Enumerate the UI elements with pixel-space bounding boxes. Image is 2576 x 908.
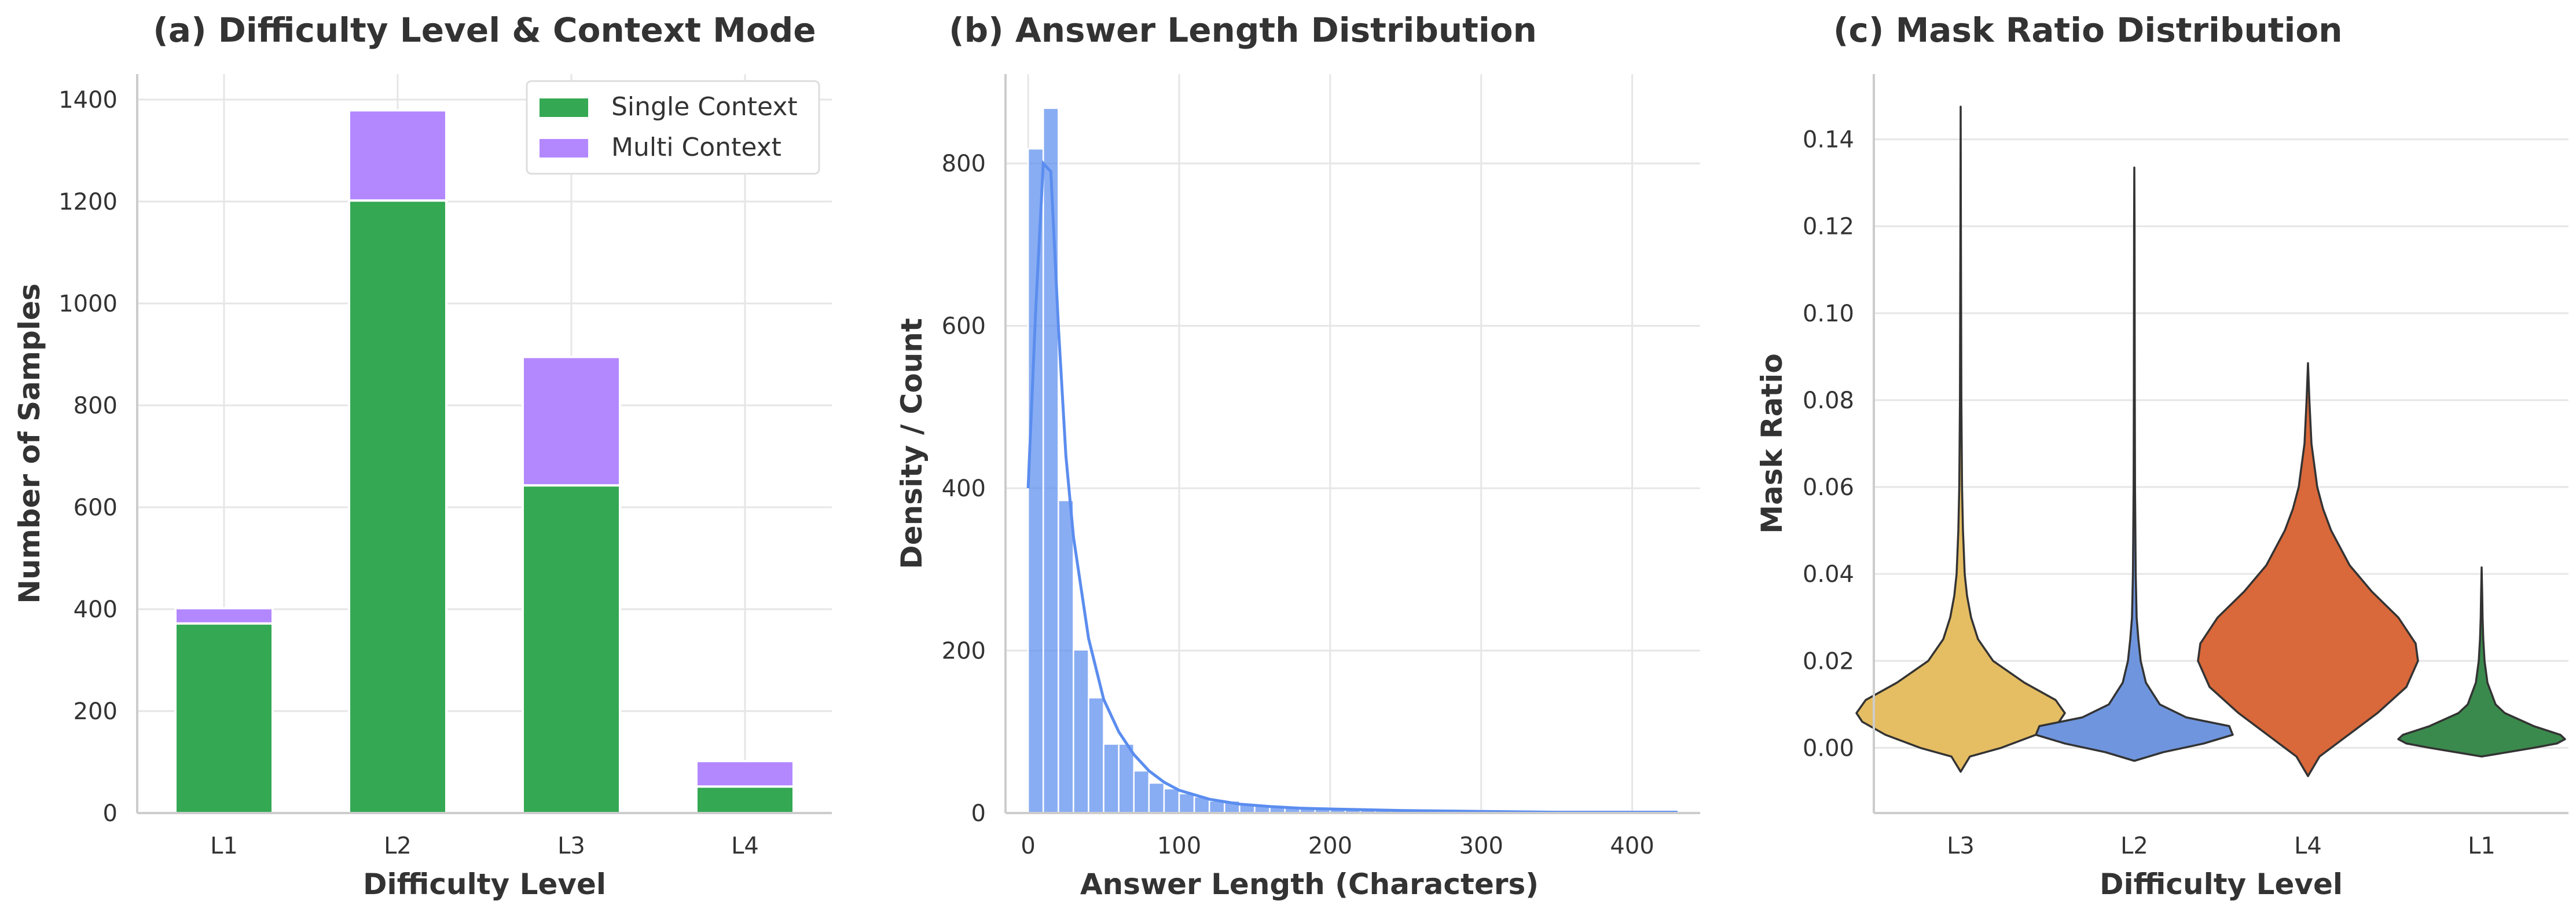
- bar-l4-single-context: [695, 785, 795, 814]
- x-tick-label: L1: [2468, 833, 2496, 859]
- x-tick-label: L4: [2294, 833, 2322, 859]
- y-tick-label: 600: [74, 495, 118, 521]
- histogram-bar: [1027, 148, 1044, 814]
- histogram-bar: [1178, 793, 1195, 814]
- x-axis-label: Difficulty Level: [2100, 867, 2343, 901]
- bar-l1-single-context: [174, 622, 274, 814]
- histogram-bar: [1073, 649, 1089, 814]
- y-tick-label: 200: [942, 638, 986, 665]
- histogram-bar: [1042, 107, 1059, 814]
- y-tick-label: 400: [74, 596, 118, 623]
- violin-l2: [2035, 166, 2234, 762]
- bar-l1-multi-context: [174, 607, 274, 625]
- x-tick-label: L2: [384, 833, 412, 859]
- legend: Single Context Multi Context: [526, 80, 820, 175]
- histogram-bar: [1118, 743, 1135, 814]
- bar-l2-single-context: [348, 199, 447, 814]
- y-tick-label: 0.10: [1803, 301, 1854, 327]
- violin-l4: [2197, 362, 2419, 777]
- x-axis-label: Answer Length (Characters): [1080, 867, 1539, 901]
- legend-label: Single Context: [611, 92, 798, 122]
- y-axis-label: Density / Count: [895, 318, 929, 569]
- panel-a-bar-chart: 0 200 400 600 800 1000 1200 1400 L1 L2 L3 L4 (a) Dif…: [13, 10, 832, 901]
- y-tick-label: 1400: [58, 87, 118, 114]
- histogram-bar: [1163, 788, 1180, 814]
- y-tick-label: 0: [103, 800, 118, 827]
- bar-l3-single-context: [522, 484, 621, 814]
- y-tick-label: 0.04: [1803, 561, 1854, 588]
- x-tick-label: 400: [1610, 833, 1654, 859]
- y-axis-label: Mask Ratio: [1755, 353, 1789, 534]
- panel-b-histogram: 0 200 400 600 800 0 100 200 300 400 (b) Answer Len…: [895, 10, 1700, 901]
- x-tick-label: 100: [1157, 833, 1201, 859]
- y-tick-label: 0.02: [1803, 648, 1854, 675]
- bar-l2-multi-context: [348, 109, 447, 202]
- bar-l3-multi-context: [522, 356, 621, 487]
- y-tick-label: 200: [74, 698, 118, 725]
- x-tick-label: 200: [1308, 833, 1352, 859]
- histogram-bar: [1058, 499, 1074, 814]
- panel-title: (a) Difficulty Level & Context Mode: [153, 10, 816, 50]
- legend-label: Multi Context: [611, 133, 781, 162]
- y-tick-label: 0.00: [1803, 735, 1854, 761]
- legend-swatch: [540, 139, 588, 158]
- y-tick-label: 1000: [58, 291, 118, 317]
- y-tick-label: 0.06: [1803, 474, 1854, 501]
- x-tick-label: L2: [2120, 833, 2148, 859]
- histogram-bar: [1088, 697, 1104, 814]
- x-axis-label: Difficulty Level: [363, 867, 606, 901]
- violin-l1: [2397, 566, 2566, 758]
- histogram-bar: [1133, 770, 1150, 814]
- y-tick-label: 1200: [58, 189, 118, 215]
- x-tick-label: 300: [1459, 833, 1503, 859]
- x-tick-label: 0: [1021, 833, 1035, 859]
- kde-curve: [1026, 160, 1678, 814]
- y-tick-label: 800: [942, 151, 986, 177]
- x-tick-label: L1: [210, 833, 238, 859]
- legend-swatch: [540, 98, 588, 117]
- x-tick-label: L3: [557, 833, 585, 859]
- violin-l3: [1855, 105, 2066, 773]
- panel-title: (b) Answer Length Distribution: [949, 10, 1537, 50]
- panel-c-violin-plot: 0.00 0.02 0.04 0.06 0.08 0.10 0.12 0.14 L3 L2 L4 L1…: [1755, 10, 2568, 901]
- histogram-bar: [1103, 743, 1120, 814]
- y-tick-label: 0.08: [1803, 387, 1854, 414]
- y-tick-label: 0.14: [1803, 127, 1854, 153]
- y-tick-label: 600: [942, 313, 986, 340]
- x-tick-label: L3: [1947, 833, 1975, 859]
- y-tick-label: 0: [971, 800, 986, 827]
- histogram-bar: [1148, 782, 1165, 814]
- y-tick-label: 0.12: [1803, 214, 1854, 240]
- y-tick-label: 800: [74, 393, 118, 419]
- y-axis-label: Number of Samples: [13, 283, 46, 603]
- y-tick-label: 400: [942, 475, 986, 502]
- panel-title: (c) Mask Ratio Distribution: [1833, 10, 2343, 50]
- x-tick-label: L4: [731, 833, 759, 859]
- legend-box: [526, 80, 820, 175]
- bar-l4-multi-context: [695, 760, 795, 788]
